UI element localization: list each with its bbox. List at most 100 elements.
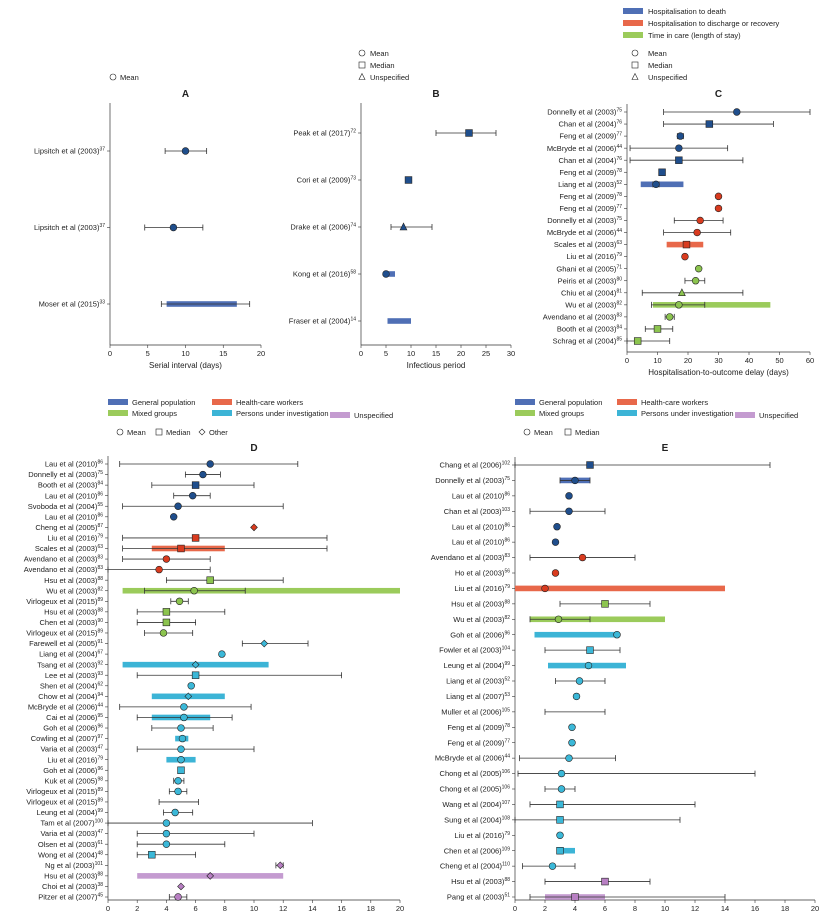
data-point-E: [571, 893, 579, 901]
data-point-E: [556, 816, 564, 824]
row-label-D: Scales et al (2003)63: [35, 544, 103, 553]
x-tick-label-E: 0: [513, 904, 517, 913]
row-label-D: McBryde et al (2006)44: [28, 703, 103, 712]
row-label-E: Hsu et al (2003)88: [451, 599, 510, 608]
row-label-D: Wu et al (2003)82: [46, 586, 103, 595]
row-label-E: Hsu et al (2003)88: [451, 877, 510, 886]
legend-label-e: General population: [539, 398, 602, 407]
row-label-E: Feng et al (2009)78: [447, 723, 510, 732]
x-axis-title-B: Infectious period: [407, 361, 466, 370]
data-point-D: [206, 460, 214, 468]
x-tick-label-B: 25: [482, 349, 490, 358]
data-point-D: [170, 513, 178, 521]
data-point-D: [276, 861, 285, 870]
range-bar-E: [530, 616, 665, 623]
x-tick-label-E: 8: [633, 904, 637, 913]
row-label-D: Donnelly et al (2003)75: [28, 470, 103, 479]
x-tick-label-E: 6: [603, 904, 607, 913]
legend-swatch-c: [623, 32, 643, 38]
data-point-D: [174, 787, 182, 796]
data-point-C: [665, 313, 674, 321]
range-bar-E: [560, 847, 575, 854]
row-label-D: Hsu et al (2003)88: [44, 607, 103, 616]
row-label-E: Ho et al (2003)56: [455, 569, 510, 578]
legend-label-d: Mean: [127, 428, 146, 437]
legend-swatch-d: [108, 410, 128, 416]
data-point-E: [568, 723, 576, 731]
legend-label-e: Mixed groups: [539, 409, 584, 418]
row-label-C: Feng et al (2009)77: [559, 132, 622, 141]
row-label-E: Liu et al (2016)79: [454, 831, 510, 840]
x-tick-label-C: 10: [653, 356, 661, 365]
legend-label-c: Median: [648, 61, 673, 70]
row-label-D: Shen et al (2004)62: [40, 681, 103, 690]
legend-marker-c: [631, 49, 639, 57]
legend-label-d: Other: [209, 428, 228, 437]
row-label-D: Leung et al (2004)99: [37, 808, 104, 817]
data-point-D: [148, 851, 156, 859]
data-point-D: [206, 576, 214, 584]
data-point-A: [181, 147, 190, 155]
legend-label-e: Persons under investigation: [641, 409, 734, 418]
row-label-D: Chow et al (2004)94: [38, 692, 103, 701]
data-point-E: [556, 847, 564, 855]
data-point-E: [557, 769, 566, 778]
x-tick-label-E: 16: [751, 904, 759, 913]
row-label-C: McBryde et al (2006)44: [547, 144, 622, 153]
row-label-D: Varia et al (2003)47: [40, 745, 103, 754]
row-label-D: Virlogeux et al (2015)89: [26, 798, 103, 807]
legend-swatch-c: [623, 8, 643, 14]
legend-label-d: General population: [132, 398, 195, 407]
data-point-C: [705, 120, 714, 128]
data-point-D: [191, 671, 200, 679]
row-label-D: Booth et al (2003)84: [38, 481, 103, 490]
data-point-D: [177, 766, 185, 774]
data-point-E: [541, 584, 549, 593]
row-label-E: Lau et al (2010)86: [452, 538, 510, 547]
x-tick-label-B: 15: [432, 349, 440, 358]
x-tick-label-C: 20: [684, 356, 692, 365]
data-point-D: [191, 534, 200, 542]
legend-marker-b: [358, 72, 366, 80]
row-label-D: Avendano et al (2003)83: [24, 565, 103, 574]
row-label-D: Choi et al (2003)38: [42, 882, 103, 891]
data-point-B: [465, 129, 473, 137]
data-point-D: [177, 756, 185, 764]
legend-swatch-e: [617, 399, 637, 405]
row-label-C: McBryde et al (2006)44: [547, 228, 622, 237]
x-tick-label-B: 20: [457, 349, 465, 358]
data-point-C: [678, 288, 686, 296]
x-tick-label-E: 20: [811, 904, 819, 913]
data-point-C: [675, 301, 683, 309]
range-bar-C: [640, 181, 684, 188]
data-point-E: [548, 862, 557, 870]
data-point-E: [565, 507, 573, 515]
data-point-E: [586, 461, 594, 469]
row-label-D: Tam et al (2007)100: [40, 819, 103, 828]
data-point-C: [676, 132, 685, 140]
row-label-D: Lau et al (2010)86: [45, 460, 103, 469]
data-point-C: [694, 264, 703, 273]
x-tick-label-A: 20: [257, 349, 265, 358]
panel-label-A: A: [182, 89, 189, 100]
row-label-C: Wu et al (2003)82: [565, 300, 622, 309]
legend-mean-marker-a: [109, 73, 117, 81]
data-point-E: [551, 569, 560, 577]
x-tick-label-D: 20: [396, 904, 404, 913]
range-bar-E: [515, 585, 725, 592]
row-label-E: Fowler et al (2003)104: [439, 646, 510, 655]
data-point-D: [218, 650, 226, 658]
x-tick-label-D: 0: [106, 904, 110, 913]
data-point-D: [184, 692, 193, 701]
data-point-D: [162, 819, 171, 827]
row-label-D: Virlogeux et al (2015)89: [26, 787, 103, 796]
x-tick-label-A: 15: [219, 349, 227, 358]
row-label-C: Booth et al (2003)84: [557, 325, 622, 334]
row-label-A: Lipsitch et al (2003)37: [34, 223, 105, 232]
x-tick-label-C: 50: [775, 356, 783, 365]
row-label-D: Cheng et al (2005)87: [35, 523, 103, 532]
data-point-C: [675, 156, 683, 164]
data-point-E: [556, 800, 564, 809]
data-point-D: [260, 639, 269, 648]
